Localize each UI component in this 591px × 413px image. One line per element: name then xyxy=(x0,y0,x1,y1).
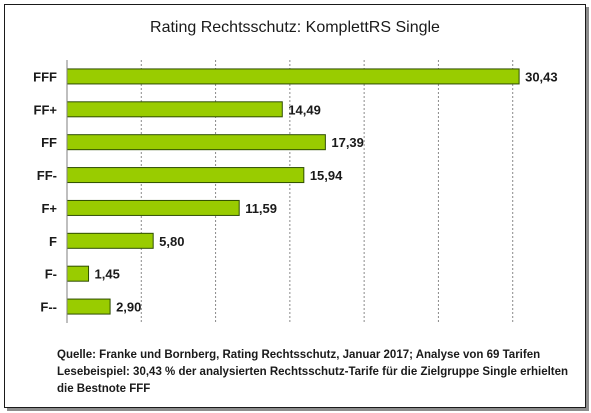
value-label: 1,45 xyxy=(95,267,120,282)
value-label: 15,94 xyxy=(310,168,343,183)
chart-title: Rating Rechtsschutz: KomplettRS Single xyxy=(150,19,440,36)
bar-F- xyxy=(66,265,90,282)
bar-FFF xyxy=(66,68,520,85)
gridlines xyxy=(140,60,514,323)
value-labels: 30,43 14,49 17,39 15,94 11,59 5,80 1,45 2,90 xyxy=(95,69,558,314)
chart-frame: Rating Rechtsschutz: KomplettRS Single F… xyxy=(4,4,586,408)
chart-caption: Quelle: Franke und Bornberg, Rating Rech… xyxy=(57,347,582,398)
value-label: 2,90 xyxy=(116,300,141,315)
value-label: 14,49 xyxy=(288,102,321,117)
value-label: 5,80 xyxy=(159,234,184,249)
category-label: FF+ xyxy=(34,102,58,117)
bar-F xyxy=(66,232,154,249)
bar-F+ xyxy=(66,199,240,216)
category-label: F+ xyxy=(41,201,57,216)
category-label: FFF xyxy=(33,69,57,84)
value-label: 30,43 xyxy=(525,69,558,84)
bar-FF xyxy=(66,134,326,151)
value-label: 17,39 xyxy=(331,135,364,150)
bar-F-- xyxy=(66,298,111,315)
category-label: F xyxy=(49,234,57,249)
bar-FF+ xyxy=(66,101,283,118)
caption-source: Quelle: Franke und Bornberg, Rating Rech… xyxy=(57,349,541,361)
category-label: FF- xyxy=(37,168,57,183)
value-label: 11,59 xyxy=(245,201,277,216)
category-label: FF xyxy=(41,135,57,150)
category-label: F- xyxy=(45,267,57,282)
caption-example: Lesebeispiel: 30,43 % der analysierten R… xyxy=(57,366,569,378)
category-label: F-- xyxy=(40,300,57,315)
caption-example-cont: die Bestnote FFF xyxy=(57,383,151,395)
bar-FF- xyxy=(66,167,305,184)
